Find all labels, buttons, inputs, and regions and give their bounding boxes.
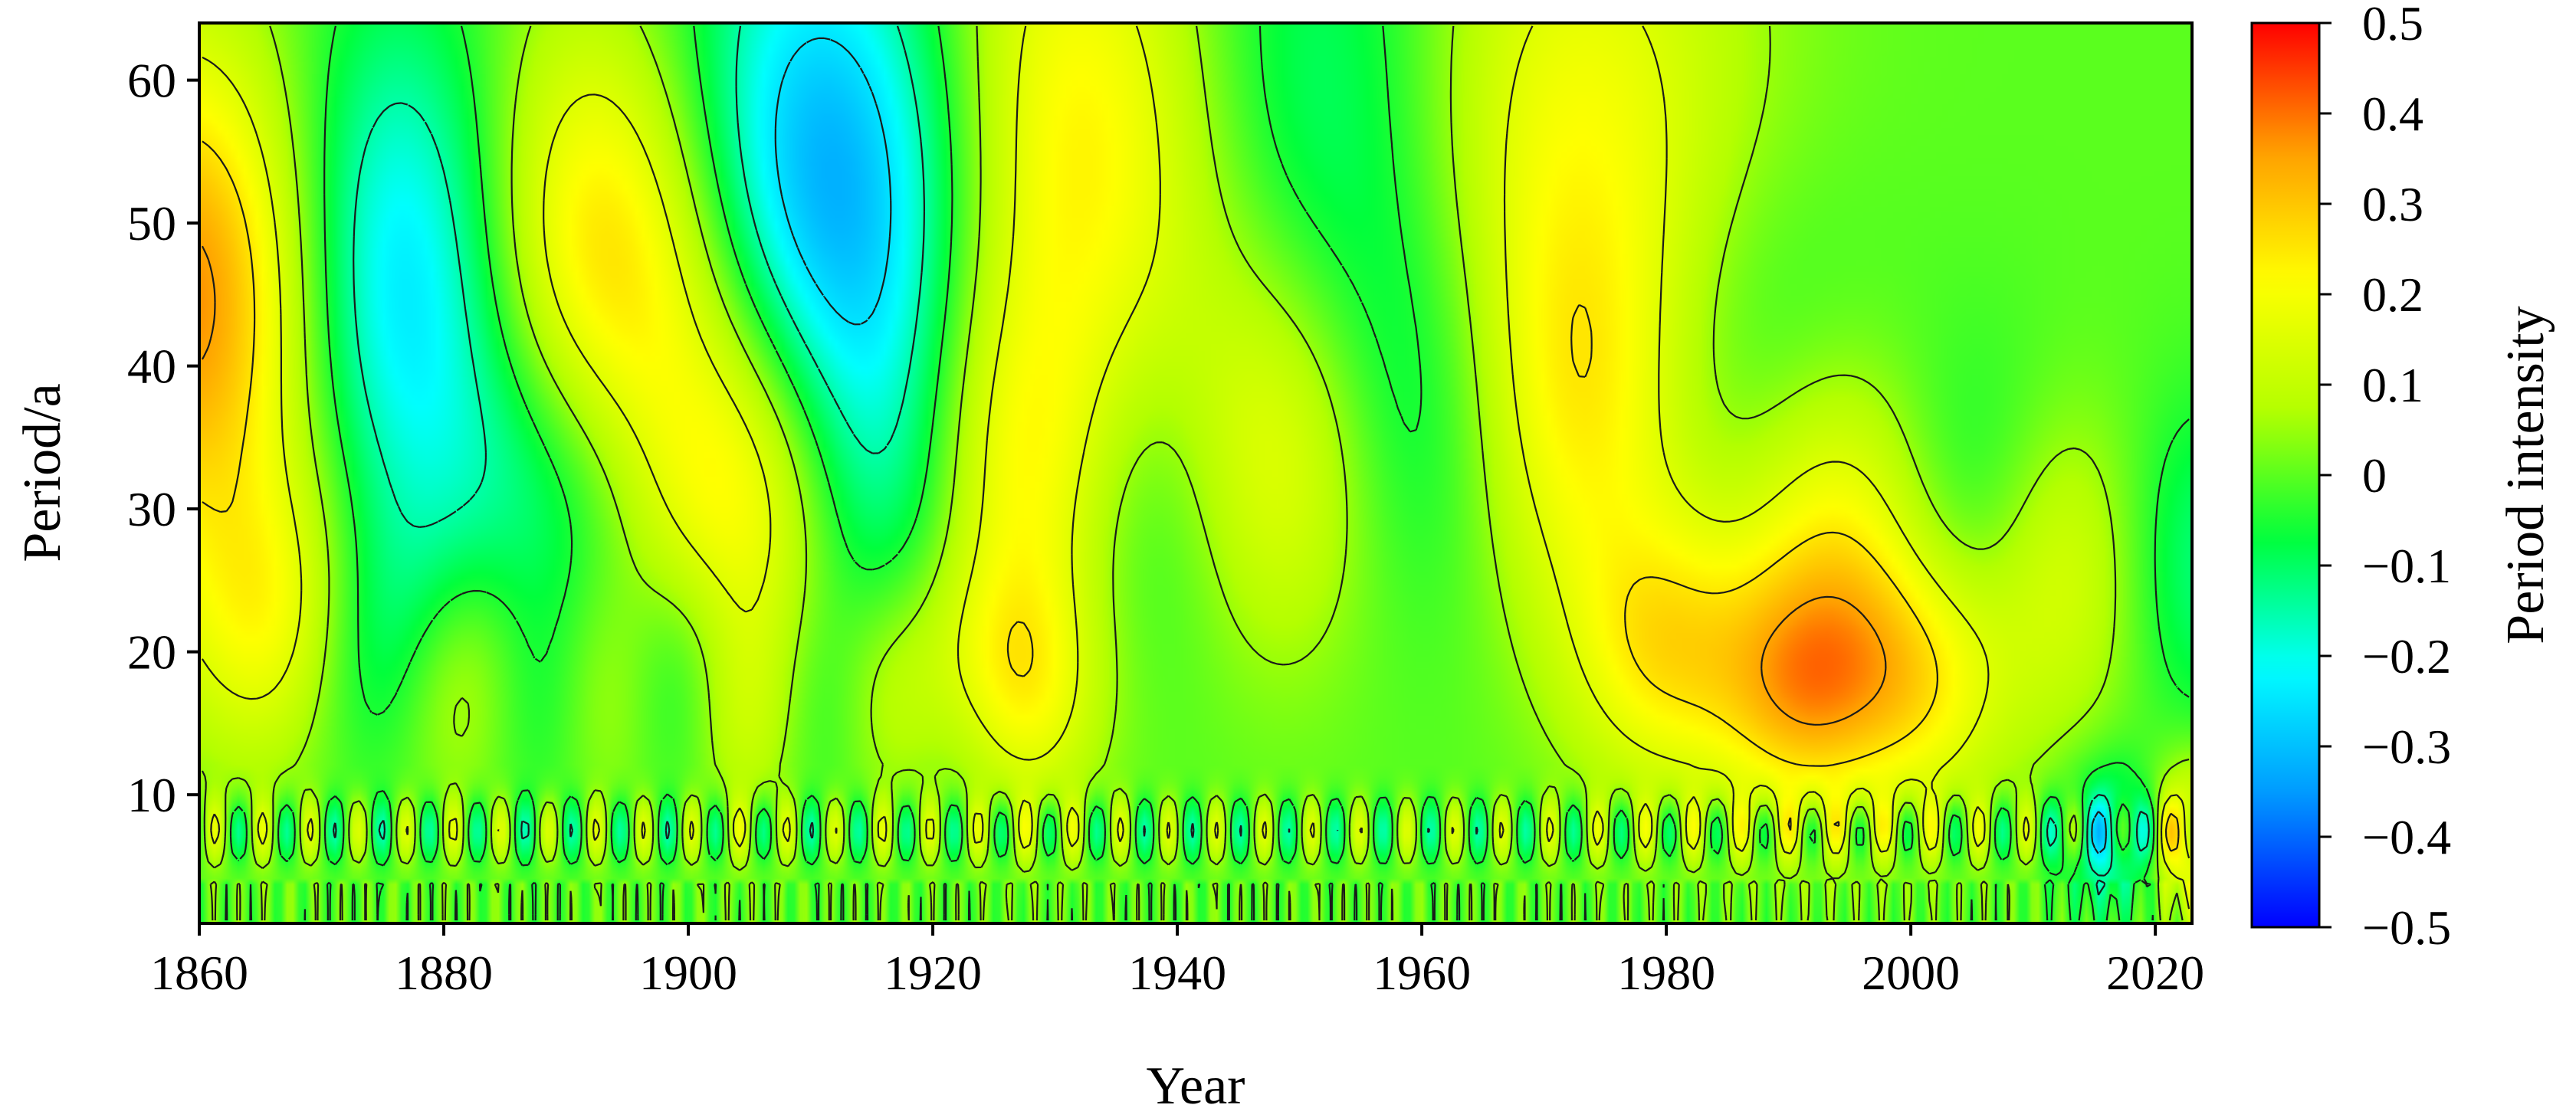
colorbar-tick-label: 0.5	[2362, 0, 2423, 51]
y-tick-label: 50	[127, 196, 176, 251]
colorbar-tick-label: 0	[2362, 448, 2387, 503]
negative-contour	[225, 25, 2190, 921]
y-axis: 10 20 30 40 50 60	[127, 54, 199, 822]
colorbar-tick-label: −0.4	[2362, 810, 2451, 864]
positive-contour	[201, 25, 2190, 910]
colorbar: 0.5 0.4 0.3 0.2 0.1 0 −0.1 −0.2 −0.3 −0.4 −0.5 Per…	[2250, 0, 2555, 955]
x-axis-title: Year	[1147, 1057, 1245, 1116]
colorbar-tick-label: −0.2	[2362, 629, 2451, 684]
positive-contour	[202, 140, 2180, 852]
x-axis: 1860 1880 1900 1920 1940 1960 1980 2000 2020	[150, 923, 2204, 1000]
y-tick-label: 20	[127, 625, 176, 680]
negative-contour	[332, 25, 2150, 896]
x-tick-label: 1940	[1128, 946, 1226, 1000]
colorbar-tick-label: 0.1	[2362, 358, 2423, 412]
heatmap-field	[199, 23, 2192, 923]
colorbar-tick-label: 0.4	[2362, 87, 2423, 141]
x-tick-label: 2020	[2106, 946, 2204, 1000]
colorbar-tick-label: 0.2	[2362, 267, 2423, 322]
x-tick-label: 1900	[639, 946, 737, 1000]
colorbar-ticks: 0.5 0.4 0.3 0.2 0.1 0 −0.1 −0.2 −0.3 −0.4 −0.5	[2319, 0, 2451, 955]
colorbar-title: Period intensity	[2496, 306, 2555, 644]
y-tick-label: 60	[127, 54, 176, 108]
contour-lines	[201, 25, 2190, 921]
positive-contour	[201, 245, 1887, 726]
colorbar-tick-label: 0.3	[2362, 177, 2423, 231]
colorbar-tick-label: −0.1	[2362, 539, 2451, 593]
x-tick-label: 1860	[150, 946, 248, 1000]
x-tick-label: 1960	[1373, 946, 1471, 1000]
y-tick-label: 40	[127, 339, 176, 394]
colorbar-gradient	[2250, 21, 2321, 929]
plot-frame	[198, 21, 2194, 925]
y-axis-title: Period/a	[13, 383, 72, 562]
colorbar-tick-label: −0.5	[2362, 900, 2451, 955]
x-tick-label: 2000	[1862, 946, 1960, 1000]
y-tick-label: 30	[127, 482, 176, 536]
colorbar-tick-label: −0.3	[2362, 720, 2451, 774]
y-tick-label: 10	[127, 768, 176, 822]
positive-contour	[201, 25, 2190, 921]
x-tick-label: 1920	[884, 946, 982, 1000]
negative-contour	[774, 37, 2107, 854]
x-tick-label: 1980	[1617, 946, 1715, 1000]
x-tick-label: 1880	[395, 946, 493, 1000]
plot-area	[198, 21, 2194, 925]
